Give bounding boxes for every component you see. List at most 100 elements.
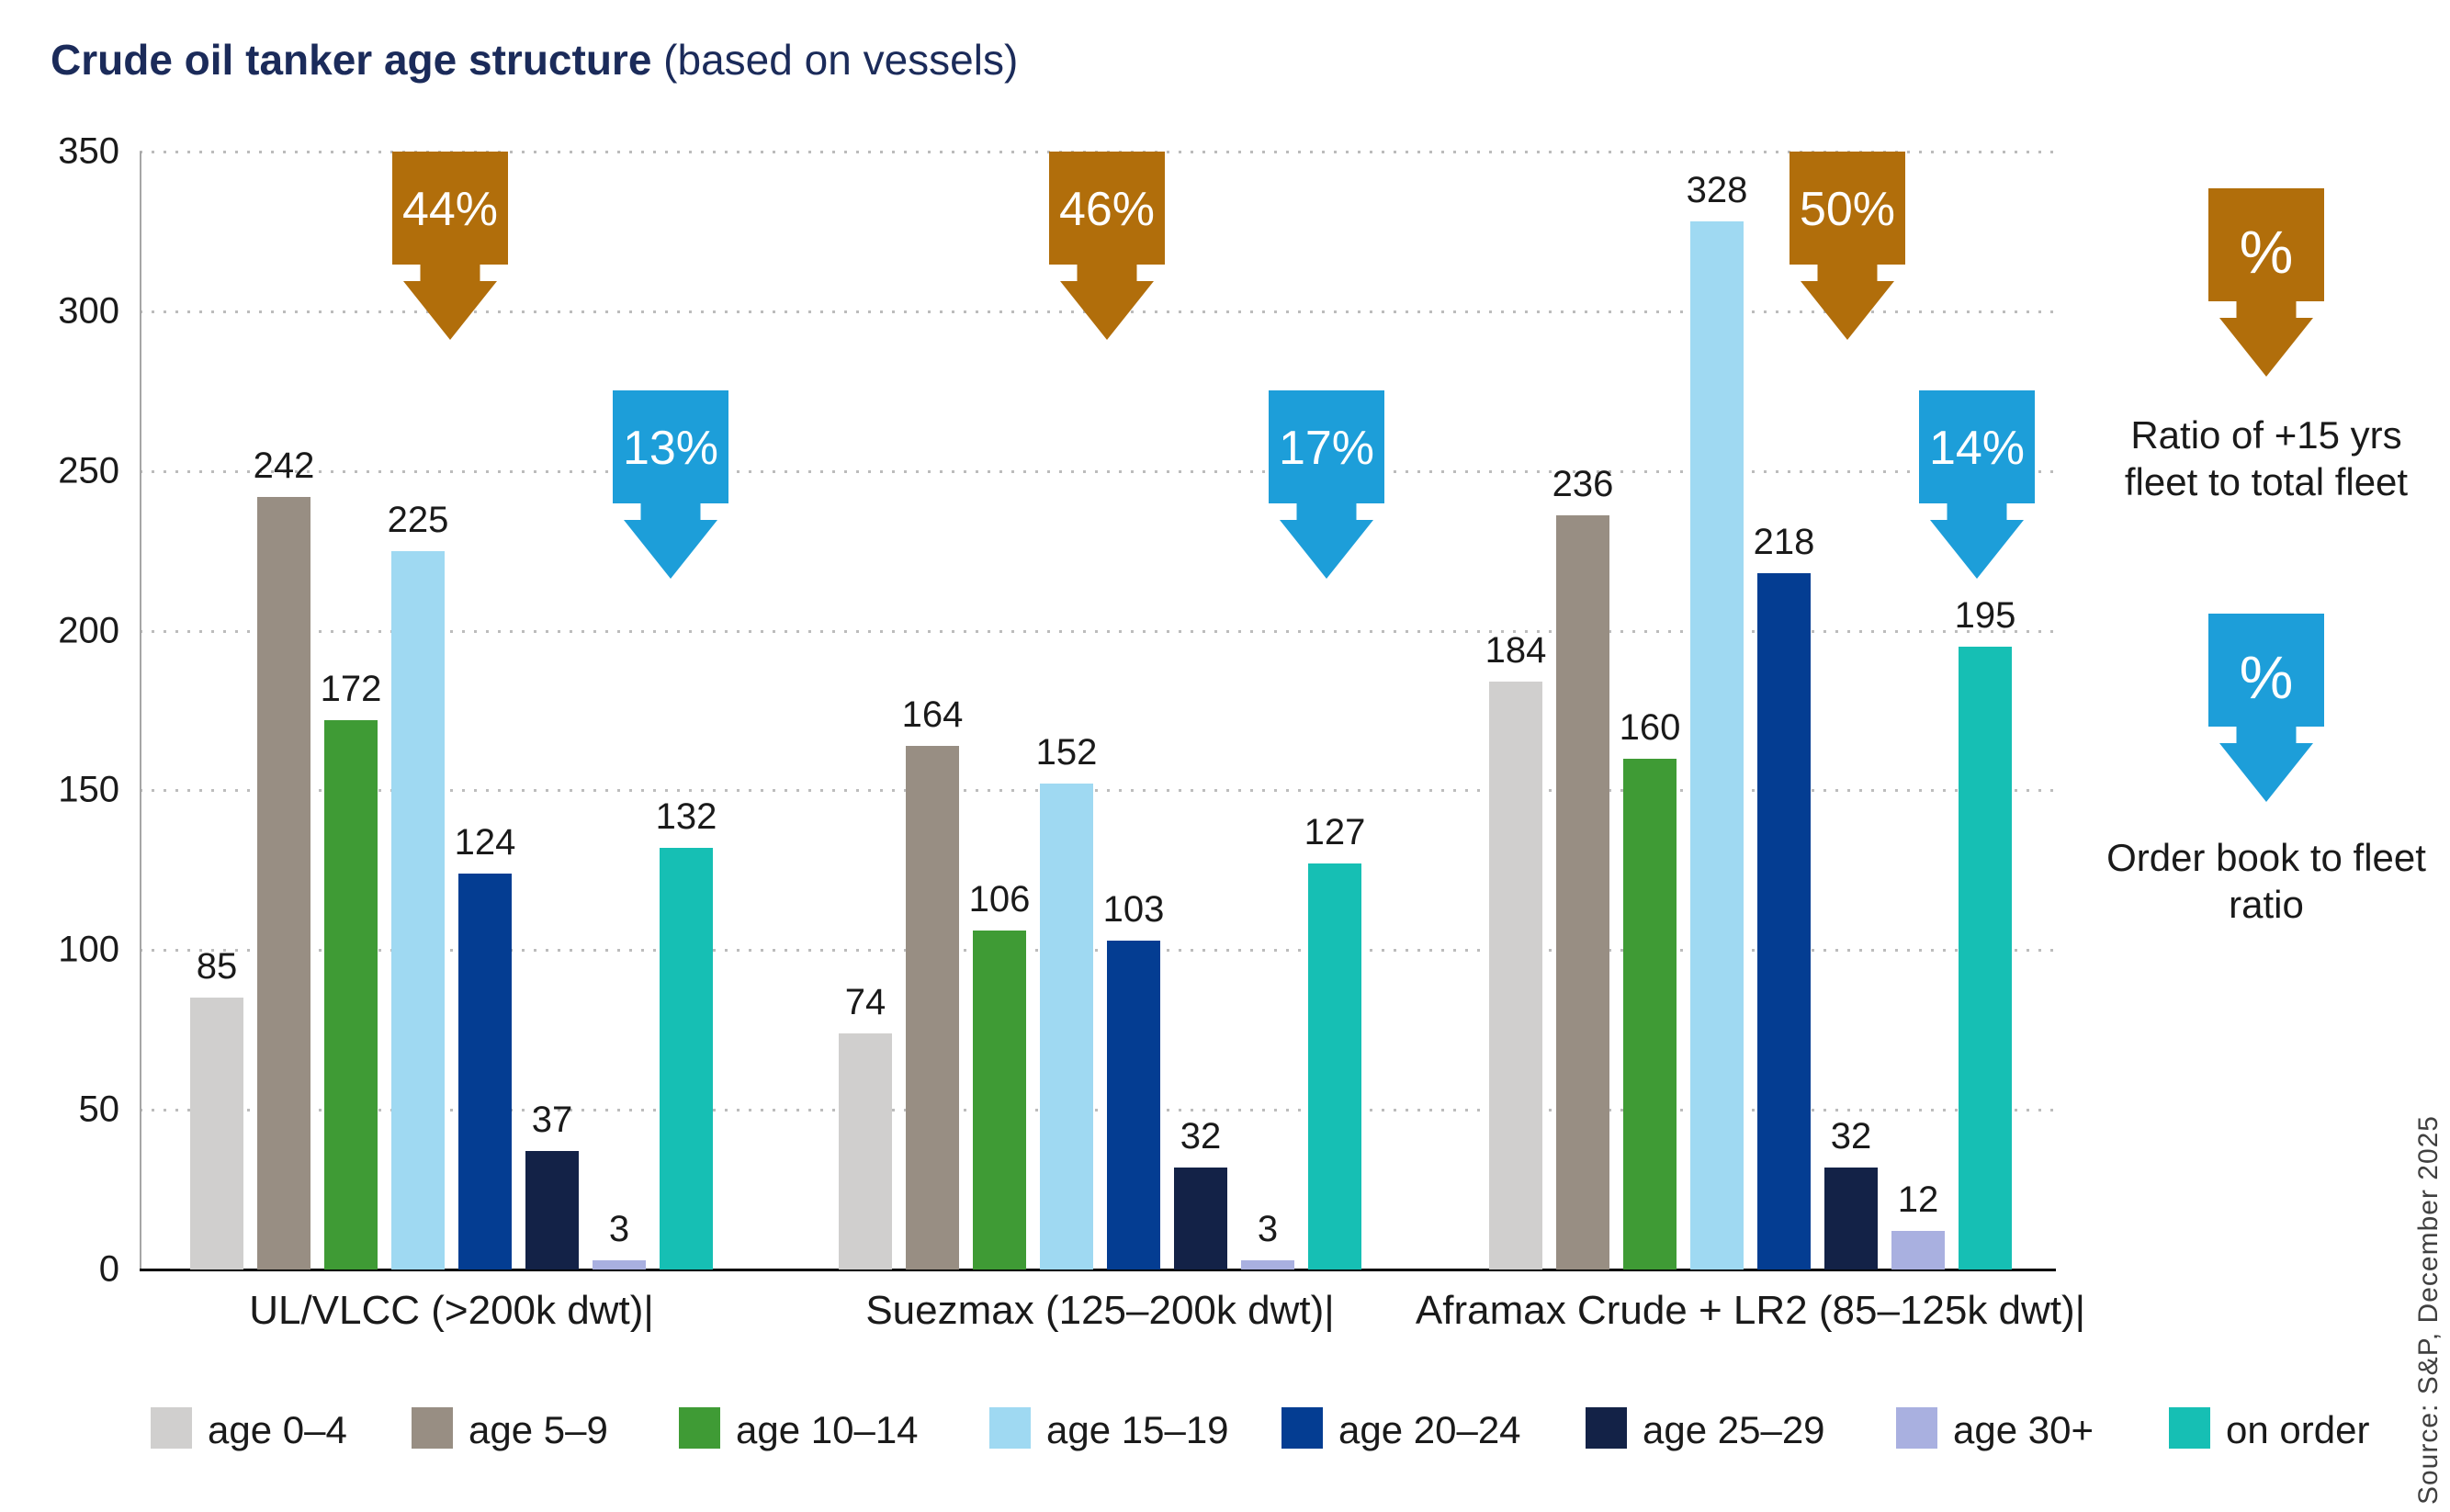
orderbook-key-label: Order book to fleet ratio xyxy=(2106,836,2426,927)
legend-swatch-icon xyxy=(1281,1407,1323,1449)
bar-age-25–29 xyxy=(525,1151,579,1269)
bar-value-label: 195 xyxy=(1954,594,2016,636)
legend-swatch-icon xyxy=(679,1407,720,1449)
svg-text:50%: 50% xyxy=(1800,183,1895,236)
bar-age-5–9 xyxy=(906,745,959,1269)
bar-age-15–19 xyxy=(391,550,445,1269)
bar-age-0–4 xyxy=(1489,682,1542,1269)
bar-age-25–29 xyxy=(1174,1167,1227,1269)
svg-text:17%: 17% xyxy=(1279,422,1374,475)
legend-label: age 10–14 xyxy=(736,1408,919,1451)
bar-age-20–24 xyxy=(458,873,512,1269)
y-axis-tick-label: 50 xyxy=(78,1089,120,1130)
legend-swatch-icon xyxy=(989,1407,1031,1449)
x-axis-line xyxy=(140,1269,2056,1271)
bar-age-30+ xyxy=(1241,1259,1294,1269)
orderbook-arrow-icon: % xyxy=(2208,614,2324,807)
legend-swatch-icon xyxy=(1586,1407,1627,1449)
bar-value-label: 152 xyxy=(1035,732,1098,773)
bar-age-20–24 xyxy=(1757,572,1811,1269)
orderbook-pct-arrow: 17% xyxy=(1269,390,1384,583)
legend-label: age 15–19 xyxy=(1046,1408,1229,1451)
legend-label: age 25–29 xyxy=(1643,1408,1825,1451)
chart-title-main: Crude oil tanker age structure xyxy=(51,36,652,84)
orderbook-pct-arrow: 14% xyxy=(1919,390,2035,583)
bar-age-5–9 xyxy=(1556,515,1609,1269)
bar-value-label: 184 xyxy=(1485,630,1547,671)
bar-value-label: 32 xyxy=(1830,1115,1872,1157)
x-axis-category-label: Aframax Crude + LR2 (85–125k dwt)| xyxy=(1415,1288,2086,1333)
chart-title-suffix: (based on vessels) xyxy=(651,36,1019,84)
ratio-15yrs-pct-arrow: 44% xyxy=(392,152,508,344)
legend-swatch-icon xyxy=(412,1407,453,1449)
bar-age-10–14 xyxy=(1623,758,1677,1269)
bar-value-label: 124 xyxy=(454,821,516,863)
bar-value-label: 32 xyxy=(1180,1115,1222,1157)
bar-value-label: 242 xyxy=(253,445,315,486)
gridline xyxy=(140,629,2056,633)
x-axis-category-label: Suezmax (125–200k dwt)| xyxy=(865,1288,1335,1333)
ratio-15yrs-pct-arrow: 50% xyxy=(1790,152,1905,344)
y-axis-tick-label: 300 xyxy=(58,290,119,332)
bar-value-label: 172 xyxy=(320,668,382,709)
y-axis-tick-label: 100 xyxy=(58,929,119,970)
bar-age-25–29 xyxy=(1824,1167,1878,1269)
gridline xyxy=(140,469,2056,473)
bar-age-10–14 xyxy=(973,931,1026,1269)
legend-label: age 0–4 xyxy=(208,1408,347,1451)
svg-text:13%: 13% xyxy=(623,422,718,475)
bar-age-15–19 xyxy=(1690,221,1744,1269)
ratio-15yrs-arrow-icon: % xyxy=(2208,188,2324,381)
gridline xyxy=(140,1109,2056,1112)
bar-age-5–9 xyxy=(257,496,310,1269)
orderbook-pct-arrow: 13% xyxy=(613,390,728,583)
bar-value-label: 132 xyxy=(655,796,717,838)
bar-value-label: 106 xyxy=(968,879,1031,920)
gridline xyxy=(140,949,2056,953)
legend-label: age 20–24 xyxy=(1338,1408,1521,1451)
ratio-15yrs-pct-arrow: 46% xyxy=(1049,152,1165,344)
bar-value-label: 160 xyxy=(1619,706,1681,748)
bar-age-30+ xyxy=(593,1259,646,1269)
svg-text:46%: 46% xyxy=(1059,183,1155,236)
legend-swatch-icon xyxy=(1896,1407,1937,1449)
bar-age-20–24 xyxy=(1107,940,1160,1269)
bar-age-15–19 xyxy=(1040,784,1093,1269)
legend-label: age 5–9 xyxy=(469,1408,608,1451)
source-note: Source: S&P, December 2025 xyxy=(2413,1114,2444,1505)
svg-text:%: % xyxy=(2240,643,2294,711)
bar-value-label: 74 xyxy=(844,981,886,1022)
bar-on-order xyxy=(660,848,713,1269)
bar-value-label: 328 xyxy=(1686,170,1748,211)
y-axis-tick-label: 150 xyxy=(58,769,119,810)
x-axis-category-label: UL/VLCC (>200k dwt)| xyxy=(249,1288,654,1333)
bar-value-label: 225 xyxy=(387,499,449,540)
y-axis-tick-label: 0 xyxy=(98,1248,119,1290)
bar-age-10–14 xyxy=(324,719,378,1269)
bar-value-label: 236 xyxy=(1552,464,1614,505)
bar-age-0–4 xyxy=(839,1032,892,1269)
svg-text:%: % xyxy=(2240,218,2294,286)
bar-value-label: 12 xyxy=(1897,1179,1939,1221)
bar-value-label: 164 xyxy=(901,694,964,735)
legend-label: age 30+ xyxy=(1953,1408,2094,1451)
y-axis-tick-label: 350 xyxy=(58,130,119,172)
bar-value-label: 37 xyxy=(531,1100,573,1141)
bar-value-label: 85 xyxy=(196,946,238,987)
legend-label: on order xyxy=(2226,1408,2370,1451)
bar-value-label: 103 xyxy=(1102,888,1165,930)
y-axis-tick-label: 200 xyxy=(58,610,119,651)
bar-value-label: 218 xyxy=(1753,521,1815,562)
gridline xyxy=(140,789,2056,793)
y-axis-line xyxy=(140,152,141,1269)
svg-text:14%: 14% xyxy=(1929,422,2025,475)
ratio-15yrs-key-label: Ratio of +15 yrs fleet to total fleet xyxy=(2124,413,2409,504)
bar-age-30+ xyxy=(1891,1231,1945,1269)
bar-on-order xyxy=(1959,646,2012,1269)
chart-title: Crude oil tanker age structure (based on… xyxy=(51,35,1018,85)
bar-value-label: 127 xyxy=(1304,812,1366,853)
legend-swatch-icon xyxy=(2169,1407,2210,1449)
bar-on-order xyxy=(1308,863,1361,1269)
bar-age-0–4 xyxy=(190,998,243,1269)
legend-swatch-icon xyxy=(151,1407,192,1449)
